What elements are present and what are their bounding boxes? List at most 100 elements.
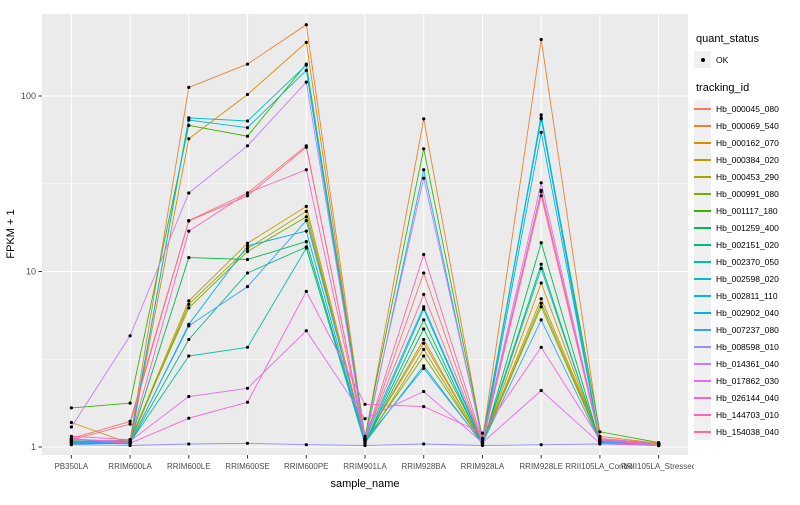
- data-point: [245, 400, 250, 404]
- data-point: [480, 443, 485, 448]
- series-color-line-icon: [694, 226, 711, 229]
- data-point: [69, 443, 73, 447]
- legend-key-box: [694, 355, 711, 372]
- x-tick-label: RRIM901LA: [343, 462, 387, 471]
- legend-key-box: [694, 304, 711, 321]
- series-color-line-icon: [694, 158, 711, 161]
- legend-key-box: [694, 389, 711, 406]
- x-tick-label: RRIM928LA: [461, 462, 505, 471]
- legend-key-box: [694, 100, 711, 117]
- data-point: [539, 345, 543, 349]
- data-point: [363, 436, 367, 440]
- legend-item-label: Hb_154038_040: [716, 426, 779, 437]
- legend-item: Hb_026144_040: [694, 389, 798, 406]
- legend-key-box: [694, 185, 711, 202]
- data-point: [69, 434, 73, 438]
- data-point: [245, 241, 250, 245]
- data-point: [304, 209, 308, 213]
- legend-item: Hb_000991_080: [694, 185, 798, 202]
- x-tick-label: RRIM928BA: [401, 462, 446, 471]
- series-color-line-icon: [694, 192, 711, 195]
- data-point: [480, 431, 485, 435]
- legend-item: Hb_000162_070: [694, 134, 798, 151]
- data-point: [69, 425, 73, 429]
- data-point: [304, 40, 308, 45]
- data-point: [69, 420, 73, 425]
- data-point: [539, 241, 543, 245]
- data-point: [363, 443, 367, 448]
- data-point: [304, 240, 308, 244]
- data-point: [539, 443, 543, 447]
- data-point: [128, 443, 132, 448]
- legend-item-label: Hb_026144_040: [716, 392, 779, 403]
- legend-item: Hb_002151_020: [694, 236, 798, 253]
- series-color-line-icon: [694, 345, 711, 348]
- x-tick-label: RRIM600PE: [284, 462, 328, 471]
- legend-item-label: OK: [716, 54, 729, 65]
- data-point: [422, 168, 426, 172]
- data-point: [422, 176, 426, 180]
- legend-key-box: [694, 372, 711, 389]
- legend-key-box: [694, 202, 711, 219]
- data-point: [539, 190, 543, 194]
- data-point: [539, 305, 543, 309]
- legend-key-box: [694, 253, 711, 270]
- data-point: [422, 347, 426, 351]
- data-point: [187, 354, 191, 358]
- data-point: [245, 249, 250, 254]
- legend-item-label: Hb_007237_080: [716, 324, 779, 335]
- legend-key-box: [694, 151, 711, 168]
- data-point: [422, 307, 426, 311]
- legend-item-label: Hb_002902_040: [716, 307, 779, 318]
- legend-item-label: Hb_001117_180: [716, 205, 778, 216]
- legend-item-label: Hb_002370_050: [716, 256, 779, 267]
- data-point: [245, 257, 250, 262]
- data-point: [187, 229, 191, 233]
- data-point: [422, 292, 426, 296]
- legend-item: Hb_017862_030: [694, 372, 798, 389]
- legend-item-label: Hb_000384_020: [716, 154, 779, 165]
- legend-item: Hb_154038_040: [694, 423, 798, 440]
- series-color-line-icon: [694, 311, 711, 314]
- data-point: [187, 118, 191, 122]
- data-point: [304, 289, 308, 293]
- point-marker-icon: [700, 57, 705, 62]
- legend-key-box: [694, 287, 711, 304]
- data-point: [539, 262, 543, 266]
- x-tick-label: RRII105LA_Stressed: [621, 462, 694, 471]
- legend-item-label: Hb_002598_020: [716, 273, 779, 284]
- x-tick-label: RRII105LA_Control: [565, 462, 635, 471]
- data-point: [304, 329, 308, 333]
- legend-title-quant-status: quant_status: [696, 33, 759, 45]
- legend-item-label: Hb_008598_010: [716, 341, 779, 352]
- legend-item: Hb_002902_040: [694, 304, 798, 321]
- data-point: [187, 442, 191, 446]
- series-color-line-icon: [694, 328, 711, 331]
- data-point: [657, 443, 661, 447]
- data-point: [187, 85, 191, 89]
- data-point: [187, 394, 191, 399]
- data-point: [304, 145, 308, 149]
- legend-item: Hb_001259_400: [694, 219, 798, 236]
- data-point: [128, 419, 132, 423]
- series-color-line-icon: [694, 107, 711, 110]
- legend-title-tracking-id: tracking_id: [696, 82, 750, 94]
- legend-key-box: [694, 117, 711, 134]
- legend-item-label: Hb_000069_540: [716, 120, 779, 131]
- data-point: [245, 285, 250, 289]
- legend-item: Hb_014361_040: [694, 355, 798, 372]
- data-point: [304, 80, 308, 84]
- data-point: [422, 341, 426, 345]
- data-point: [363, 441, 367, 445]
- legend-key-box: [694, 236, 711, 253]
- legend-key-box: [694, 168, 711, 185]
- legend-item: Hb_000384_020: [694, 151, 798, 168]
- data-point: [245, 92, 250, 97]
- legend-key-box: [694, 134, 711, 151]
- data-point: [422, 318, 426, 322]
- legend-key-box: [694, 338, 711, 355]
- legend-item: Hb_000453_290: [694, 168, 798, 185]
- data-point: [422, 271, 426, 275]
- data-point: [128, 334, 132, 338]
- legend-key-box: [694, 423, 711, 440]
